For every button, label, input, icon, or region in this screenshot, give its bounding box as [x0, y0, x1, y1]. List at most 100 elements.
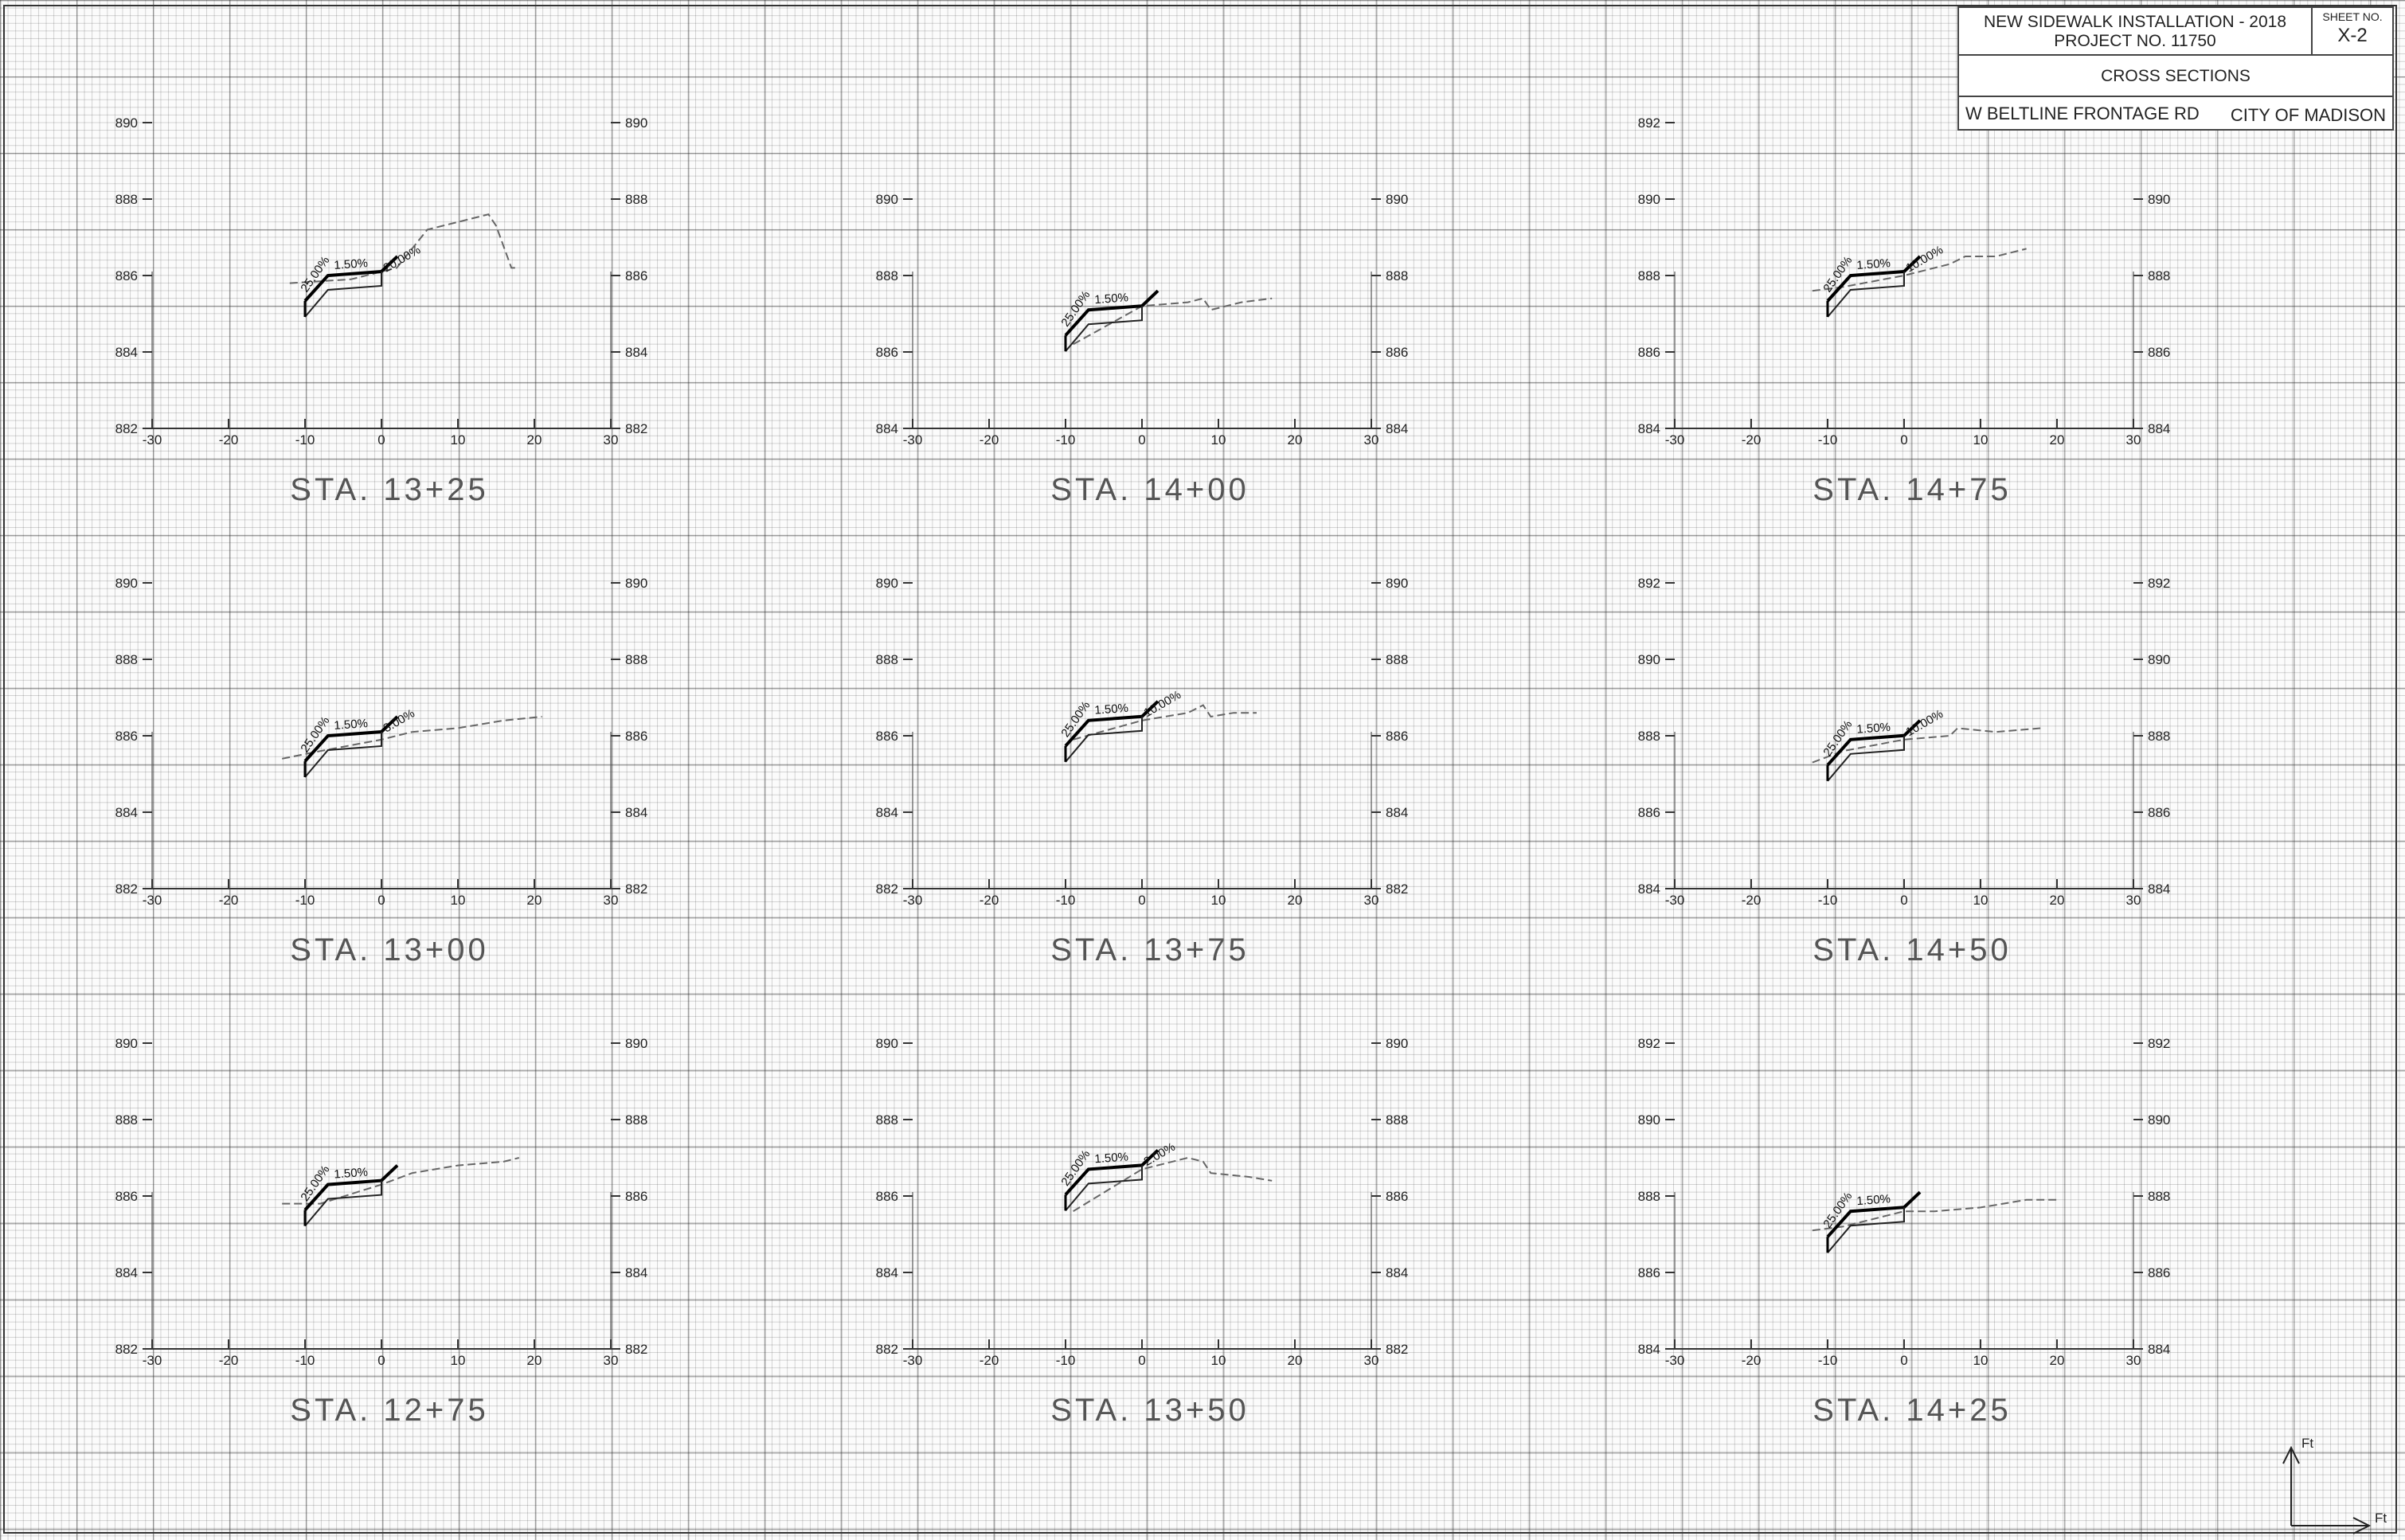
city-name: CITY OF MADISON	[2230, 105, 2386, 125]
elev-label-right: 886	[2148, 805, 2170, 820]
elev-label-left: 884	[115, 1265, 138, 1280]
elev-label-left: 882	[876, 1342, 898, 1357]
elev-label-right: 890	[625, 576, 647, 591]
station-label: STA. 13+50	[1050, 1393, 1249, 1428]
elev-label-right: 884	[2148, 421, 2170, 436]
offset-tick-label: 0	[1138, 893, 1145, 908]
slope-label: 1.50%	[1856, 1192, 1891, 1208]
proposed-sidewalk-top	[303, 1164, 399, 1211]
elev-label-right: 886	[2148, 1265, 2170, 1280]
elev-label-right: 886	[625, 1189, 647, 1204]
elev-label-right: 892	[2148, 576, 2170, 591]
elev-label-right: 886	[625, 268, 647, 283]
arrow-right-label: Ft	[2375, 1511, 2387, 1526]
existing-ground-line	[289, 213, 519, 284]
offset-tick-label: -20	[1742, 432, 1762, 448]
offset-tick-label: 10	[451, 893, 466, 908]
sheet-border	[3, 5, 2397, 1534]
elev-label-right: 888	[1386, 268, 1408, 283]
proposed-sidewalk-top	[303, 255, 399, 303]
offset-tick-label: -20	[219, 432, 239, 448]
offset-tick-label: 0	[1138, 1353, 1145, 1368]
offset-tick-label: 0	[377, 893, 385, 908]
slope-label: 1.50%	[1094, 291, 1129, 307]
offset-tick-label: 0	[1900, 1353, 1907, 1368]
elev-label-right: 888	[625, 1112, 647, 1128]
station-label: STA. 13+00	[290, 932, 488, 967]
sheet-label: SHEET NO.	[2322, 10, 2383, 23]
offset-tick-label: -30	[1665, 1353, 1685, 1368]
elev-label-right: 884	[625, 345, 647, 360]
offset-tick-label: 30	[604, 1353, 619, 1368]
offset-tick-label: 30	[1364, 432, 1379, 448]
offset-tick-label: 20	[527, 432, 542, 448]
cross-section-9: -30 -20 -10 0 10 20 30 884 884 886 886 888 888 890 890…	[1638, 1036, 2171, 1428]
elev-label-left: 890	[876, 1036, 898, 1051]
elev-label-left: 888	[1638, 268, 1660, 283]
elev-label-right: 884	[2148, 1342, 2170, 1357]
elev-label-right: 884	[625, 1265, 647, 1280]
elev-label-right: 886	[1386, 345, 1408, 360]
offset-tick-label: 20	[1288, 893, 1303, 908]
elev-label-left: 882	[876, 881, 898, 897]
offset-tick-label: -10	[1056, 893, 1076, 908]
elev-label-right: 890	[2148, 1112, 2170, 1128]
arrow-up-label: Ft	[2301, 1436, 2313, 1451]
scale-arrow: Ft Ft	[2282, 1436, 2387, 1534]
offset-tick-label: 0	[377, 1353, 385, 1368]
slope-label: 1.50%	[334, 1166, 369, 1182]
sheet-number: X-2	[2337, 25, 2368, 46]
elev-label-left: 888	[1638, 729, 1660, 744]
proposed-sidewalk-bottom	[1827, 272, 1905, 318]
cross-section-2: -30 -20 -10 0 10 20 30 884 884 886 886 888 888 890 890…	[876, 192, 1409, 507]
offset-tick-label: 10	[1211, 1353, 1226, 1368]
elev-label-left: 888	[115, 192, 138, 207]
elev-label-left: 892	[1638, 1036, 1660, 1051]
offset-tick-label: -10	[295, 1353, 315, 1368]
elev-label-left: 888	[115, 652, 138, 667]
elev-label-right: 890	[625, 1036, 647, 1051]
station-label: STA. 14+00	[1050, 472, 1249, 507]
cross-section-7: -30 -20 -10 0 10 20 30 882 882 884 884 886 886 888 888…	[115, 1036, 648, 1428]
elev-label-left: 888	[876, 1112, 898, 1128]
offset-tick-label: 10	[1211, 893, 1226, 908]
sheet-box: SHEET NO. X-2	[2313, 8, 2392, 56]
elev-label-left: 884	[1638, 1342, 1660, 1357]
project-number: PROJECT NO. 11750	[2054, 32, 2216, 50]
offset-tick-label: 10	[451, 432, 466, 448]
elev-label-left: 882	[115, 1342, 138, 1357]
offset-tick-label: -10	[1056, 432, 1076, 448]
elev-label-left: 890	[876, 192, 898, 207]
proposed-sidewalk-top	[1064, 1148, 1159, 1196]
offset-tick-label: -20	[980, 893, 999, 908]
offset-tick-label: 30	[1364, 893, 1379, 908]
elev-label-left: 888	[115, 1112, 138, 1128]
elev-label-left: 884	[115, 805, 138, 820]
offset-tick-label: 20	[2050, 1353, 2065, 1368]
elev-label-right: 886	[2148, 345, 2170, 360]
section-title: CROSS SECTIONS	[1959, 56, 2392, 97]
cross-section-4: -30 -20 -10 0 10 20 30 882 882 884 884 886 886 888 888…	[115, 576, 648, 967]
elev-label-right: 890	[1386, 192, 1408, 207]
elev-label-left: 884	[1638, 421, 1660, 436]
offset-tick-label: 10	[1973, 1353, 1989, 1368]
elev-label-right: 886	[1386, 1189, 1408, 1204]
offset-tick-label: -30	[143, 432, 162, 448]
slope-label: 10.00%	[1904, 707, 1946, 739]
offset-tick-label: 20	[1288, 432, 1303, 448]
arrow-right-head	[2352, 1517, 2372, 1534]
elev-label-left: 888	[876, 268, 898, 283]
offset-tick-label: 10	[1211, 432, 1226, 448]
slope-label: 20.00%	[381, 243, 424, 275]
offset-tick-label: -30	[1665, 432, 1685, 448]
offset-tick-label: -10	[1818, 432, 1838, 448]
elev-label-left: 886	[876, 345, 898, 360]
offset-tick-label: -30	[903, 1353, 923, 1368]
offset-tick-label: 10	[1973, 432, 1989, 448]
elev-label-right: 882	[1386, 881, 1408, 897]
elev-label-right: 882	[625, 881, 647, 897]
slope-label: 3.00%	[381, 706, 417, 735]
